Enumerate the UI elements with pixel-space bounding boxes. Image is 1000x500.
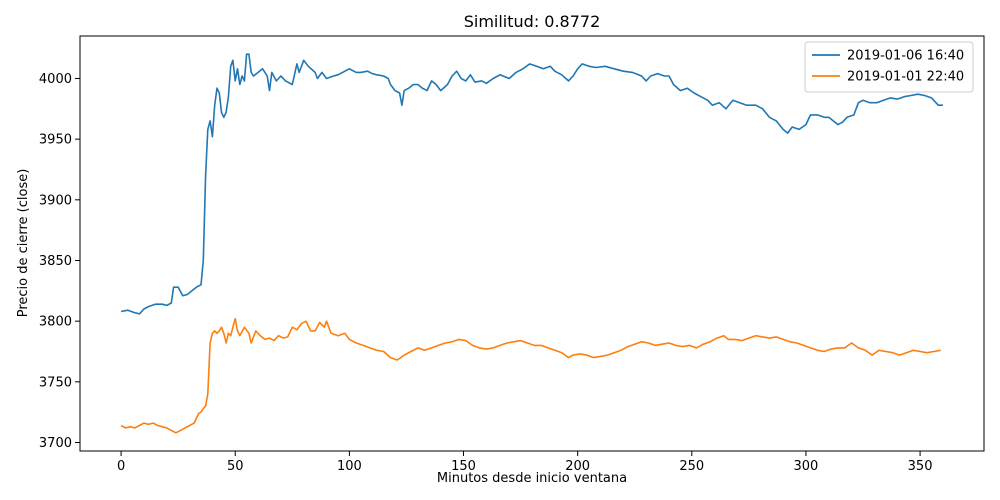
x-tick-label: 50 [227,459,244,474]
x-axis-label: Minutos desde inicio ventana [437,471,627,486]
x-tick-label: 100 [337,459,362,474]
series-line-2 [120,317,941,434]
y-tick-label: 3850 [39,254,72,269]
x-tick-label: 0 [117,459,125,474]
y-tick-label: 3950 [39,133,72,148]
y-tick-label: 3750 [39,375,72,390]
y-tick-label: 4000 [39,72,72,87]
x-tick-label: 200 [565,459,590,474]
y-tick-label: 3800 [39,315,72,330]
y-axis-label: Precio de cierre (close) [16,169,31,318]
x-tick-label: 300 [794,459,819,474]
x-tick-label: 350 [908,459,933,474]
chart-title: Similitud: 0.8772 [464,12,601,31]
legend-box [804,41,974,93]
x-axis: 0 50 100 150 200 250 300 350 [117,451,933,474]
y-tick-label: 3900 [39,193,72,208]
legend-label-1: 2019-01-06 16:40 [847,49,964,64]
series-line-1 [120,53,943,315]
y-axis: 3700 3750 3800 3850 3900 3950 4000 [39,72,80,451]
x-tick-label: 150 [451,459,476,474]
legend: 2019-01-06 16:40 2019-01-01 22:40 [804,41,974,93]
x-tick-label: 250 [679,459,704,474]
legend-label-2: 2019-01-01 22:40 [847,70,964,85]
plot-frame [79,35,985,452]
plot-area [79,35,985,452]
y-tick-label: 3700 [39,436,72,451]
series-lines [120,53,943,434]
